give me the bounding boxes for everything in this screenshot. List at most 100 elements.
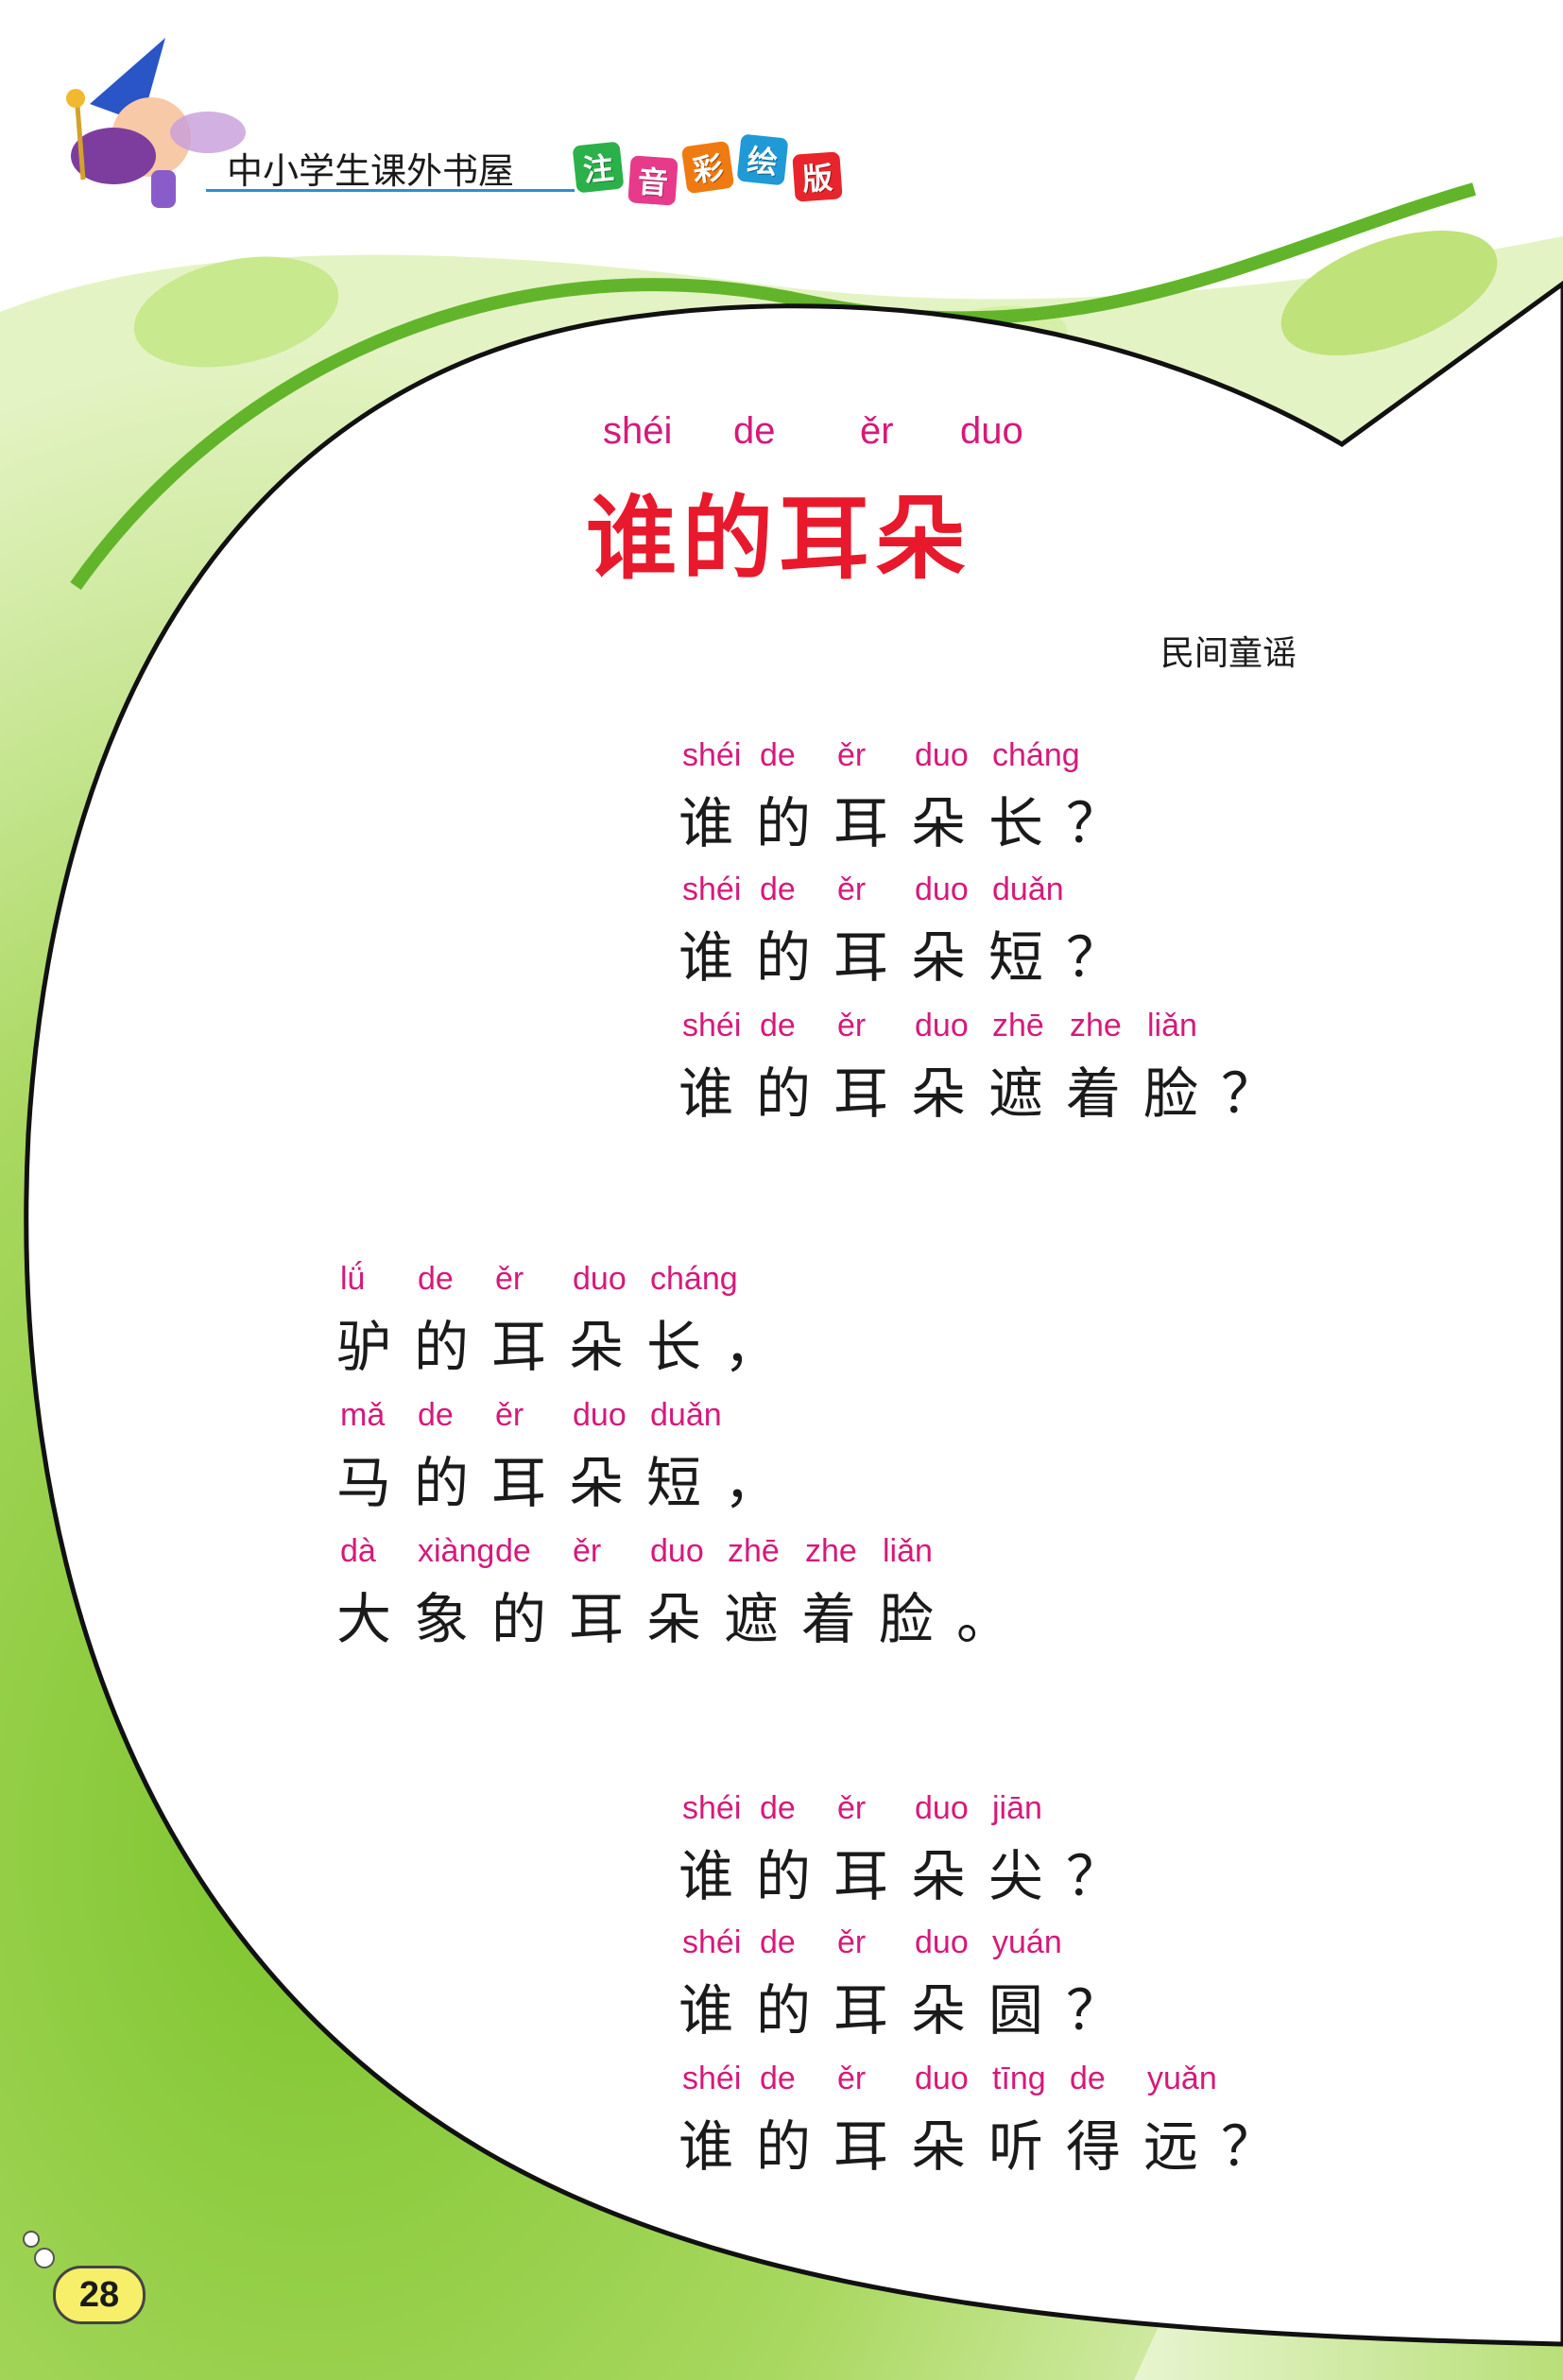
poem-character: 朵	[911, 925, 967, 990]
pinyin-syllable: duo	[915, 737, 969, 773]
pinyin-syllable: yuán	[992, 1924, 1062, 1960]
pinyin-syllable: shéi	[682, 1790, 742, 1826]
pinyin-syllable: duo	[915, 1790, 969, 1826]
pinyin-syllable: de	[760, 1924, 796, 1960]
pinyin-syllable: duo	[573, 1397, 627, 1433]
poem-character: ，	[724, 1451, 780, 1515]
poem-character: 的	[756, 1978, 812, 2043]
poem-character: 得	[1066, 2114, 1122, 2179]
title-pinyin-syllable: ěr	[860, 410, 894, 452]
pinyin-syllable: duǎn	[992, 871, 1064, 907]
poem-character: 耳	[833, 1061, 889, 1126]
pinyin-syllable: zhē	[992, 1008, 1044, 1043]
poem-character: 朵	[569, 1451, 625, 1515]
pinyin-syllable: shéi	[682, 737, 742, 773]
pinyin-syllable: ěr	[495, 1397, 524, 1433]
poem-character: 的	[491, 1587, 547, 1651]
pinyin-syllable: shéi	[682, 871, 742, 907]
title-pinyin-syllable: de	[733, 410, 776, 452]
poem-character: ？	[1066, 925, 1122, 990]
pinyin-syllable: de	[418, 1397, 454, 1433]
edition-badge: 注	[572, 141, 625, 194]
poem-character: 耳	[569, 1587, 625, 1651]
pinyin-syllable: dà	[340, 1533, 376, 1569]
edition-badge: 绘	[736, 133, 789, 186]
poem-character: ？	[1221, 2114, 1277, 2179]
pinyin-syllable: duo	[915, 871, 969, 907]
poem-character: 脸	[1143, 1061, 1199, 1126]
pinyin-syllable: xiàng	[418, 1533, 495, 1569]
edition-badge: 版	[792, 151, 843, 202]
poem-character: 朵	[911, 1978, 967, 2043]
pinyin-syllable: lǘ	[340, 1261, 366, 1297]
poem-character: 谁	[678, 925, 734, 990]
pinyin-syllable: ěr	[837, 1924, 867, 1960]
poem-character: 耳	[833, 925, 889, 990]
pinyin-syllable: mǎ	[340, 1397, 386, 1433]
pinyin-syllable: shéi	[682, 2061, 742, 2096]
poem-character: 的	[756, 1061, 812, 1126]
poem-character: ？	[1066, 1844, 1122, 1908]
pinyin-syllable: de	[760, 1008, 796, 1043]
poem-character: 长	[646, 1315, 702, 1379]
fairy-illustration	[66, 38, 246, 208]
poem-character: 的	[756, 2114, 812, 2179]
poem-character: 圆	[988, 1978, 1044, 2043]
poem-character: 耳	[491, 1451, 547, 1515]
pinyin-syllable: zhe	[805, 1533, 857, 1569]
title-pinyin-syllable: duo	[960, 410, 1023, 452]
poem-character: 大	[336, 1587, 392, 1651]
page-title: 谁的耳朵	[586, 486, 971, 592]
pinyin-syllable: de	[760, 2061, 796, 2096]
poem-character: ，	[724, 1315, 780, 1379]
poem-character: 的	[756, 791, 812, 855]
pinyin-syllable: yuǎn	[1147, 2061, 1217, 2096]
poem-character: 长	[988, 791, 1044, 855]
poem-character: 朵	[911, 2114, 967, 2179]
poem-character: 谁	[678, 1061, 734, 1126]
pinyin-syllable: zhe	[1070, 1008, 1122, 1043]
pinyin-syllable: de	[495, 1533, 531, 1569]
poem-character: ？	[1066, 1978, 1122, 2043]
poem-character: 耳	[833, 2114, 889, 2179]
decor-dot	[34, 2248, 55, 2268]
poem-character: 马	[336, 1451, 392, 1515]
poem-character: ？	[1221, 1061, 1277, 1126]
pinyin-syllable: de	[1070, 2061, 1106, 2096]
pinyin-syllable: liǎn	[883, 1533, 933, 1569]
pinyin-syllable: ěr	[837, 1008, 867, 1043]
pinyin-syllable: duo	[915, 2061, 969, 2096]
poem-character: 驴	[336, 1315, 392, 1379]
poem-character: 朵	[911, 1061, 967, 1126]
poem-character: 谁	[678, 1844, 734, 1908]
pinyin-syllable: duo	[573, 1261, 627, 1297]
poem-character: 耳	[491, 1315, 547, 1379]
poem-character: 遮	[724, 1587, 780, 1651]
decor-dot	[23, 2231, 40, 2248]
poem-character: 遮	[988, 1061, 1044, 1126]
pinyin-syllable: ěr	[837, 1790, 867, 1826]
pinyin-syllable: shéi	[682, 1924, 742, 1960]
poem-character: 耳	[833, 1844, 889, 1908]
pinyin-syllable: de	[760, 1790, 796, 1826]
pinyin-syllable: ěr	[495, 1261, 524, 1297]
poem-character: 。	[956, 1587, 1012, 1651]
pinyin-syllable: ěr	[573, 1533, 602, 1569]
poem-character: 谁	[678, 791, 734, 855]
pinyin-syllable: jiān	[992, 1790, 1042, 1826]
title-pinyin-syllable: shéi	[603, 410, 673, 452]
pinyin-syllable: cháng	[650, 1261, 738, 1297]
pinyin-syllable: cháng	[992, 737, 1080, 773]
poem-character: 脸	[879, 1587, 935, 1651]
poem-character: 远	[1143, 2114, 1199, 2179]
pinyin-syllable: ěr	[837, 871, 867, 907]
poem-character: 短	[646, 1451, 702, 1515]
pinyin-syllable: liǎn	[1147, 1008, 1197, 1043]
poem-character: 朵	[569, 1315, 625, 1379]
series-underline	[206, 189, 575, 192]
pinyin-syllable: zhē	[728, 1533, 780, 1569]
page-number: 28	[53, 2266, 146, 2324]
poem-character: 象	[414, 1587, 470, 1651]
poem-character: 的	[414, 1451, 470, 1515]
poem-character: 着	[1066, 1061, 1122, 1126]
